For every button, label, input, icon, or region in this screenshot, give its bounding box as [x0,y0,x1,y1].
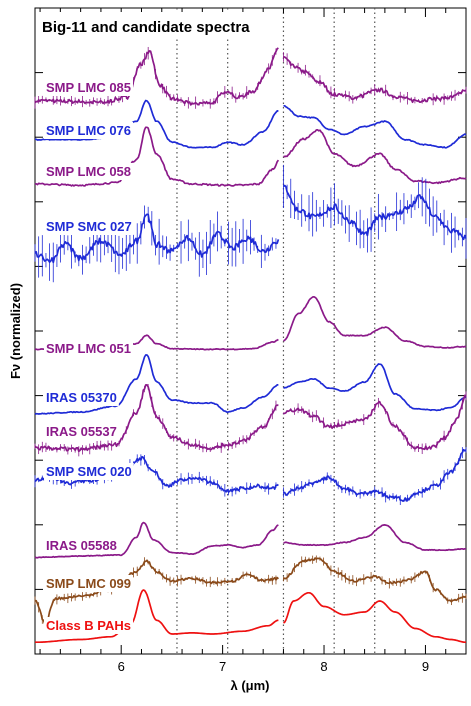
series-labels: SMP LMC 085 SMP LMC 076 SMP LMC 058 SMP SMC… [44,79,134,634]
series-class-b-pahs [34,589,467,644]
x-tick-label: 9 [422,659,429,674]
series-line [34,354,279,415]
series-line [34,384,279,453]
series-line [283,557,467,603]
series-iras-05588 [34,521,467,559]
x-tick-label: 6 [118,659,125,674]
series-label-backdrop [44,537,119,554]
series-smp-lmc-058 [34,126,467,187]
series-smp-lmc-085 [34,46,467,109]
series-line [283,394,467,451]
series-label: IRAS 05370 [46,390,117,405]
series-line [283,591,467,644]
series-smp-smc-027 [34,164,467,283]
series-label: SMP LMC 099 [46,576,131,591]
title-backdrop [38,12,276,38]
series-label: IRAS 05588 [46,538,117,553]
series-label: SMP LMC 058 [46,164,131,179]
series-label-backdrop [44,423,119,440]
series-smp-lmc-099 [34,555,467,625]
series-line [34,213,280,264]
plot-frame [34,7,467,655]
series-label-backdrop [44,463,134,480]
series-line [35,99,279,149]
series-label-backdrop [44,389,119,406]
series-label: SMP SMC 027 [46,219,132,234]
series-label: SMP SMC 020 [46,464,132,479]
series-smp-lmc-076 [35,99,467,149]
x-tick-label: 8 [320,659,327,674]
y-axis-label: Fν (normalized) [8,283,23,379]
series-line [283,363,467,412]
x-axis-label: λ (μm) [230,678,269,693]
series-line [34,47,279,106]
series-line [283,128,467,185]
series-label: SMP LMC 085 [46,80,131,95]
series-line [283,104,467,149]
series-iras-05370 [34,354,467,415]
x-tick-label: 7 [219,659,226,674]
series-line [283,524,467,552]
series-line [283,448,467,502]
series-label-backdrop [44,617,134,634]
series-label-backdrop [44,163,134,180]
series-line [34,589,279,644]
series-label-backdrop [44,79,134,96]
series-line [283,295,467,349]
series-line [34,126,280,187]
series-label-backdrop [44,122,134,139]
series-line [34,455,279,493]
series-label: SMP LMC 076 [46,123,131,138]
series-label-backdrop [44,218,134,235]
series-label: IRAS 05537 [46,424,117,439]
series-iras-05537 [34,384,467,457]
series-label-backdrop [44,340,134,357]
series-line [282,184,467,241]
chart-title: Big-11 and candidate spectra [42,19,250,36]
series-line [34,559,280,625]
series-label-backdrop [44,575,134,592]
series-label: Class B PAHs [46,618,131,633]
series-line [283,56,467,104]
series-line [34,521,279,559]
series-label: SMP LMC 051 [46,341,131,356]
